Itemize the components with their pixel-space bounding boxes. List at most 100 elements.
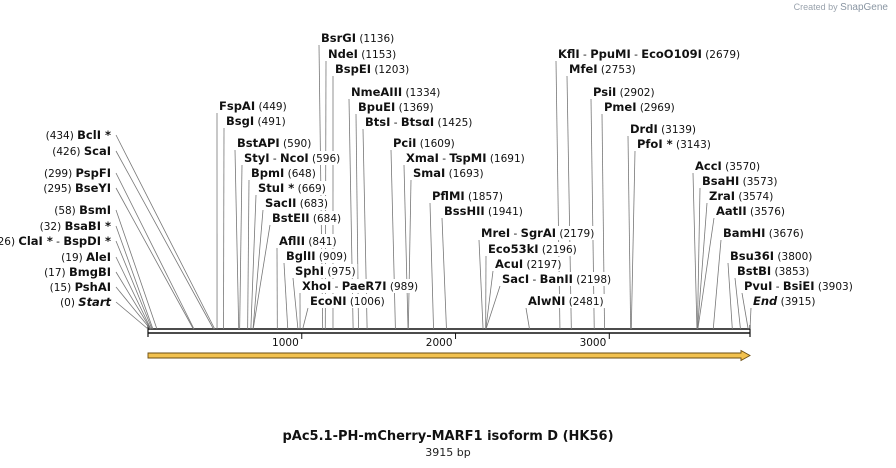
label-backdrop bbox=[356, 100, 436, 114]
site-label[interactable]: PfoI * (3143) bbox=[637, 137, 711, 151]
site-label[interactable]: EcoNI (1006) bbox=[310, 294, 385, 308]
site-label[interactable]: MreI - SgrAI (2179) bbox=[481, 226, 594, 240]
site-position: (1941) bbox=[485, 206, 523, 218]
site-label[interactable]: BamHI (3676) bbox=[723, 226, 804, 240]
site-label[interactable]: (15) PshAI bbox=[50, 280, 111, 294]
site-label[interactable]: SphI (975) bbox=[295, 264, 356, 278]
site-position: (2179) bbox=[556, 228, 594, 240]
site-label[interactable]: BpuEI (1369) bbox=[358, 100, 434, 114]
site-label[interactable]: BstAPI (590) bbox=[237, 136, 311, 150]
site-label[interactable]: (58) BsmI bbox=[54, 203, 111, 217]
site-label[interactable]: PsiI (2902) bbox=[593, 85, 655, 99]
site-label[interactable]: Bsu36I (3800) bbox=[730, 249, 812, 263]
site-position: (3139) bbox=[658, 124, 696, 136]
site-label[interactable]: (0) Start bbox=[60, 295, 111, 309]
site-label[interactable]: NmeAIII (1334) bbox=[351, 85, 440, 99]
site-label[interactable]: MfeI (2753) bbox=[569, 62, 636, 76]
site-label[interactable]: End (3915) bbox=[753, 294, 816, 308]
site-connector bbox=[302, 307, 309, 330]
site-connector bbox=[115, 286, 151, 330]
enzyme-name: PflMI bbox=[432, 189, 465, 203]
site-position: (841) bbox=[305, 236, 337, 248]
label-backdrop bbox=[59, 250, 113, 264]
site-label[interactable]: PmeI (2969) bbox=[604, 100, 675, 114]
site-label[interactable]: AcuI (2197) bbox=[495, 257, 561, 271]
site-label[interactable]: PciI (1609) bbox=[393, 136, 455, 150]
enzyme-name: BanII bbox=[540, 272, 573, 286]
enzyme-name: BstAPI bbox=[237, 136, 280, 150]
site-label[interactable]: Eco53kI (2196) bbox=[488, 242, 577, 256]
name-separator: - bbox=[331, 281, 341, 293]
ruler-tick-label: 3000 bbox=[580, 337, 607, 349]
site-label[interactable]: SacII (683) bbox=[265, 196, 328, 210]
site-label[interactable]: StuI * (669) bbox=[258, 181, 326, 195]
site-position: (2679) bbox=[702, 49, 740, 61]
site-position: (32) bbox=[40, 221, 65, 233]
enzyme-name: ClaI * bbox=[18, 234, 52, 248]
site-label[interactable]: BstBI (3853) bbox=[737, 264, 809, 278]
site-connector bbox=[697, 187, 701, 330]
enzyme-name: BssHII bbox=[444, 204, 485, 218]
site-position: (58) bbox=[54, 205, 79, 217]
enzyme-name: MreI bbox=[481, 226, 510, 240]
enzyme-name: ScaI bbox=[84, 144, 111, 158]
site-label[interactable]: SmaI (1693) bbox=[413, 166, 484, 180]
site-label[interactable]: (295) BseYI bbox=[43, 181, 111, 195]
site-label[interactable]: BsaHI (3573) bbox=[702, 174, 778, 188]
site-label[interactable]: XmaI - TspMI (1691) bbox=[406, 151, 525, 165]
site-connector bbox=[712, 239, 722, 330]
site-position: (648) bbox=[284, 168, 316, 180]
label-backdrop bbox=[500, 272, 614, 286]
site-label[interactable]: BtsI - BtsαI (1425) bbox=[365, 115, 472, 129]
feature-arrow[interactable] bbox=[147, 349, 751, 362]
site-label[interactable]: FspAI (449) bbox=[219, 99, 287, 113]
site-label[interactable]: XhoI - PaeR7I (989) bbox=[302, 279, 418, 293]
label-backdrop bbox=[486, 242, 579, 256]
site-label[interactable]: (26) ClaI * - BspDI * bbox=[0, 234, 111, 248]
enzyme-name: StuI * bbox=[258, 181, 294, 195]
site-label[interactable]: AflII (841) bbox=[279, 234, 337, 248]
site-connector bbox=[355, 113, 359, 330]
site-connector bbox=[115, 271, 151, 330]
name-separator: - bbox=[390, 117, 400, 129]
enzyme-name: BstEII bbox=[272, 211, 310, 225]
site-label[interactable]: NdeI (1153) bbox=[328, 47, 396, 61]
site-label[interactable]: BsgI (491) bbox=[226, 114, 286, 128]
site-label[interactable]: (17) BmgBI bbox=[44, 265, 111, 279]
site-position: (2197) bbox=[523, 259, 561, 271]
label-backdrop bbox=[242, 151, 343, 165]
site-label[interactable]: PvuI - BsiEI (3903) bbox=[744, 279, 853, 293]
site-label[interactable]: AlwNI (2481) bbox=[528, 294, 604, 308]
site-label[interactable]: BpmI (648) bbox=[251, 166, 316, 180]
label-backdrop bbox=[217, 99, 289, 113]
site-label[interactable]: AatII (3576) bbox=[716, 204, 785, 218]
site-label[interactable]: StyI - NcoI (596) bbox=[244, 151, 340, 165]
site-position: (3915) bbox=[777, 296, 815, 308]
site-label[interactable]: AccI (3570) bbox=[695, 159, 760, 173]
site-label[interactable]: SacI - BanII (2198) bbox=[502, 272, 611, 286]
site-label[interactable]: BsrGI (1136) bbox=[321, 31, 394, 45]
site-label[interactable]: (299) PspFI bbox=[44, 166, 111, 180]
site-label[interactable]: BglII (909) bbox=[286, 249, 347, 263]
site-label[interactable]: (32) BsaBI * bbox=[40, 219, 111, 233]
enzyme-name: BclI * bbox=[77, 128, 111, 142]
site-label[interactable]: PflMI (1857) bbox=[432, 189, 503, 203]
site-label[interactable]: BspEI (1203) bbox=[335, 62, 409, 76]
site-label[interactable]: DrdI (3139) bbox=[630, 122, 696, 136]
site-position: (3676) bbox=[765, 228, 803, 240]
label-backdrop bbox=[43, 128, 113, 142]
site-label[interactable]: (426) ScaI bbox=[52, 144, 111, 158]
site-label[interactable]: KflI - PpuMI - EcoO109I (2679) bbox=[558, 47, 740, 61]
site-label[interactable]: (434) BclI * bbox=[46, 128, 111, 142]
site-connector bbox=[741, 292, 749, 330]
label-backdrop bbox=[591, 85, 657, 99]
site-label[interactable]: ZraI (3574) bbox=[709, 189, 773, 203]
name-separator: - bbox=[772, 281, 782, 293]
site-label[interactable]: BstEII (684) bbox=[272, 211, 341, 225]
site-position: (596) bbox=[309, 153, 341, 165]
site-position: (3903) bbox=[815, 281, 853, 293]
site-connector bbox=[429, 202, 434, 330]
site-label[interactable]: BssHII (1941) bbox=[444, 204, 523, 218]
site-position: (2902) bbox=[616, 87, 654, 99]
site-label[interactable]: (19) AleI bbox=[61, 250, 111, 264]
